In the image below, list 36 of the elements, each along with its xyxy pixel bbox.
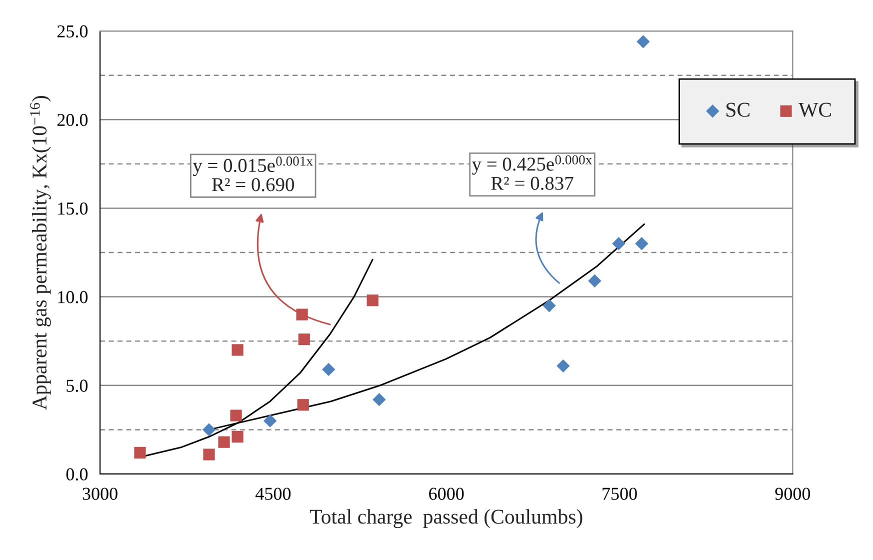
point [612, 237, 626, 250]
point [542, 299, 556, 312]
point [322, 362, 336, 376]
point [366, 294, 378, 306]
point [636, 35, 650, 48]
y-tick-label: 15.0 [58, 202, 88, 215]
annotation: y = 0.015e$^{0.001x}$ R² = 0.690 [192, 156, 313, 192]
x-axis-title: Total charge passed (Coulumbs) [310, 509, 582, 528]
point [218, 436, 230, 448]
y-tick-label: 10.0 [58, 291, 88, 304]
x-tick-label: 7500 [602, 488, 637, 500]
point [232, 344, 244, 356]
point [134, 446, 146, 459]
x-tick-label: 3000 [82, 488, 118, 500]
point [202, 423, 216, 436]
x-tick-label: 9000 [775, 488, 810, 500]
x-tick-label: 4500 [256, 488, 291, 500]
y-tick-label: 5.0 [66, 380, 88, 392]
legend-label: WC [798, 102, 831, 117]
y-tick-label: 0.0 [66, 468, 88, 481]
point [230, 410, 242, 422]
point [298, 334, 310, 346]
point [297, 399, 309, 411]
legend-label: SC [726, 102, 750, 117]
annotation: y = 0.425e$^{0.000x}$ R² = 0.837 [472, 155, 592, 190]
point [203, 448, 215, 460]
x-tick-label: 6000 [429, 488, 464, 500]
point [588, 274, 602, 288]
point [264, 414, 277, 428]
point [232, 430, 244, 443]
y-tick-label: 25.0 [57, 25, 88, 38]
point [635, 237, 648, 250]
y-tick-label: 20.0 [57, 114, 88, 126]
point [372, 392, 386, 406]
point [556, 359, 570, 372]
y-axis-title: Apparent gas permeability, Kx(10$^{−16}$) [30, 96, 51, 410]
